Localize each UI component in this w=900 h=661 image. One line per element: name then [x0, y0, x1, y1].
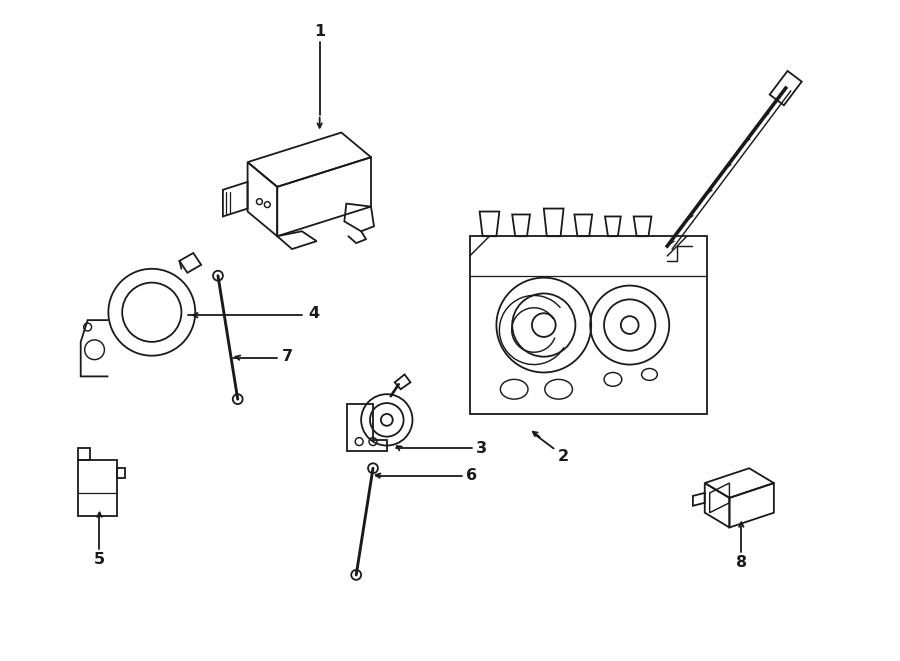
Text: 3: 3 — [476, 441, 487, 456]
Text: 8: 8 — [735, 555, 747, 570]
Text: 1: 1 — [314, 24, 325, 39]
Text: 4: 4 — [308, 306, 320, 321]
Text: 5: 5 — [94, 551, 105, 566]
Text: 6: 6 — [466, 467, 477, 483]
Text: 7: 7 — [282, 349, 292, 364]
Text: 2: 2 — [558, 449, 569, 464]
